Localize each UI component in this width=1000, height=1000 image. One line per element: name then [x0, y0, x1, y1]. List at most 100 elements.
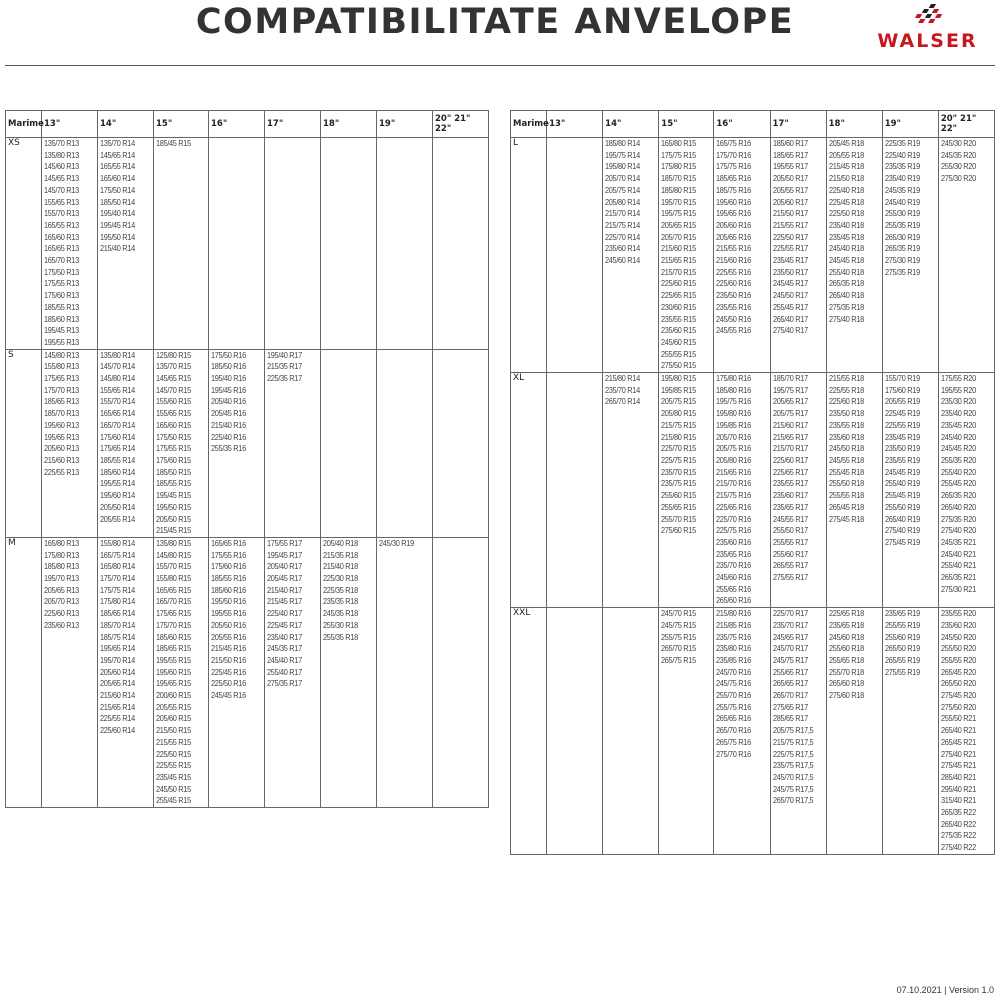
tire-size: 265/70 R17,5	[772, 796, 814, 806]
tire-size: 195/80 R14	[605, 162, 641, 172]
size-label: M	[5, 536, 42, 809]
tire-size: 265/55 R17	[772, 561, 808, 571]
column-header: 16"	[713, 110, 771, 138]
tire-size: 165/70 R15	[156, 597, 191, 607]
size-label: XXL	[509, 607, 548, 855]
tire-size: 155/65 R14	[100, 385, 135, 395]
tire-size-cell: 195/80 R15 195/85 R15 205/75 R15 205/80 R15…	[658, 372, 715, 609]
tire-size: 275/35 R19	[884, 267, 920, 277]
tire-size: 275/45 R18	[828, 514, 864, 524]
tire-size: 205/55 R16	[211, 632, 246, 642]
tire-size-cell: 235/65 R19 255/55 R19 255/60 R19 265/50 R19…	[881, 607, 939, 855]
tire-size: 245/60 R15	[661, 337, 697, 347]
tire-size: 235/55 R20	[940, 609, 976, 619]
tire-size: 215/60 R14	[100, 691, 135, 701]
tire-size: 275/40 R21	[940, 749, 976, 759]
tire-size: 195/45 R15	[156, 491, 191, 501]
tire-size: 255/30 R19	[884, 209, 920, 219]
tire-size: 255/30 R20	[940, 162, 976, 172]
version-footer: 07.10.2021 | Version 1.0	[896, 985, 994, 995]
tire-size: 195/75 R15	[661, 209, 697, 219]
column-header: 16"	[208, 110, 265, 138]
tire-size: 225/55 R18	[828, 385, 864, 395]
tire-size-cell: 145/80 R13 155/80 R13 175/65 R13 175/70 R13…	[41, 348, 98, 538]
tire-size: 255/60 R18	[828, 644, 864, 654]
tire-size: 215/45 R18	[828, 162, 864, 172]
tire-size: 175/65 R15	[156, 609, 191, 619]
tire-size-cell: 245/30 R19	[376, 536, 433, 809]
tire-size: 245/45 R18	[828, 256, 864, 266]
tire-size: 165/75 R14	[100, 550, 135, 560]
tire-size: 235/45 R18	[828, 232, 864, 242]
tire-size: 215/60 R17	[772, 420, 808, 430]
tire-size: 265/45 R21	[940, 737, 976, 747]
tire-size: 165/65 R14	[100, 409, 135, 419]
tire-size: 205/75 R17,5	[772, 726, 814, 736]
tire-size: 195/55 R17	[772, 162, 808, 172]
tire-size: 225/70 R16	[716, 514, 752, 524]
tire-size: 205/70 R14	[605, 174, 641, 184]
tire-size: 185/80 R14	[605, 139, 641, 148]
tire-size: 255/45 R15	[156, 796, 191, 806]
tire-size: 255/50 R19	[884, 502, 920, 512]
tire-size: 195/45 R13	[44, 326, 79, 336]
tire-size: 175/75 R14	[100, 585, 135, 595]
tire-size: 265/40 R18	[828, 291, 864, 301]
tire-size: 255/40 R17	[267, 667, 302, 677]
tire-size: 205/55 R18	[828, 150, 864, 160]
size-label: L	[509, 136, 548, 374]
tire-size: 175/60 R15	[156, 455, 191, 465]
tire-size: 205/65 R17	[772, 397, 808, 407]
size-label: XS	[5, 137, 42, 350]
tire-size: 185/60 R16	[211, 585, 246, 595]
tire-size: 225/35 R19	[884, 139, 920, 148]
tire-size: 235/50 R19	[884, 444, 920, 454]
tire-size: 245/50 R16	[716, 314, 752, 324]
tire-size: 235/50 R16	[716, 291, 752, 301]
tire-size: 235/50 R17	[772, 267, 808, 277]
tire-size: 165/80 R13	[44, 538, 79, 548]
tire-size: 245/75 R15	[661, 620, 697, 630]
tire-size: 265/70 R14	[605, 397, 641, 407]
tire-size: 195/80 R16	[716, 409, 752, 419]
tire-size: 265/40 R20	[940, 502, 976, 512]
tire-size: 245/40 R17	[267, 655, 302, 665]
tire-size: 245/35 R19	[884, 185, 920, 195]
tire-size-cell: 215/80 R16 215/85 R16 235/75 R16 235/80 R16…	[713, 607, 771, 855]
column-header: 13"	[546, 110, 604, 138]
tire-size: 295/40 R21	[940, 784, 976, 794]
tire-size: 245/55 R17	[772, 514, 808, 524]
tire-size: 215/65 R17	[772, 432, 808, 442]
tire-size: 235/50 R18	[828, 409, 864, 419]
tire-size: 175/80 R15	[661, 162, 697, 172]
tire-size: 275/45 R19	[884, 537, 920, 547]
tire-size-cell: 245/70 R15 245/75 R15 255/75 R15 265/70 R15…	[658, 607, 715, 855]
tire-size: 235/45 R19	[884, 432, 920, 442]
tire-size: 165/60 R13	[44, 232, 79, 242]
walser-logo: WALSER	[855, 2, 1000, 52]
tire-size: 225/45 R19	[884, 409, 920, 419]
tire-size: 255/65 R16	[716, 584, 752, 594]
tire-size: 195/45 R17	[267, 550, 302, 560]
size-label: S	[5, 348, 42, 538]
tire-size: 165/70 R13	[44, 256, 79, 266]
tire-size: 265/40 R21	[940, 726, 976, 736]
tire-size: 255/50 R17	[772, 526, 808, 536]
tire-size: 235/75 R15	[661, 479, 697, 489]
column-header: 19"	[881, 110, 939, 138]
size-row-xxl: XXL 245/70 R15 245/75 R15 255/75 R15 265/70 …	[509, 607, 996, 855]
tire-size: 195/45 R16	[211, 385, 246, 395]
tire-size-cell	[546, 372, 604, 609]
tire-size-cell: 175/55 R17 195/45 R17 205/40 R17 205/45 R17…	[264, 536, 321, 809]
tire-size: 205/65 R13	[44, 585, 79, 595]
column-header: Marime	[5, 110, 44, 138]
tire-size: 195/70 R14	[100, 655, 135, 665]
tire-size: 235/60 R13	[44, 620, 79, 630]
tire-size: 275/30 R20	[940, 174, 976, 184]
tire-size: 155/65 R15	[156, 409, 191, 419]
tire-size: 275/40 R18	[828, 314, 864, 324]
tire-size: 235/65 R19	[884, 609, 920, 619]
tire-size: 245/75 R17	[772, 655, 808, 665]
tire-size: 185/60 R14	[100, 467, 135, 477]
tire-size: 265/45 R18	[828, 502, 864, 512]
